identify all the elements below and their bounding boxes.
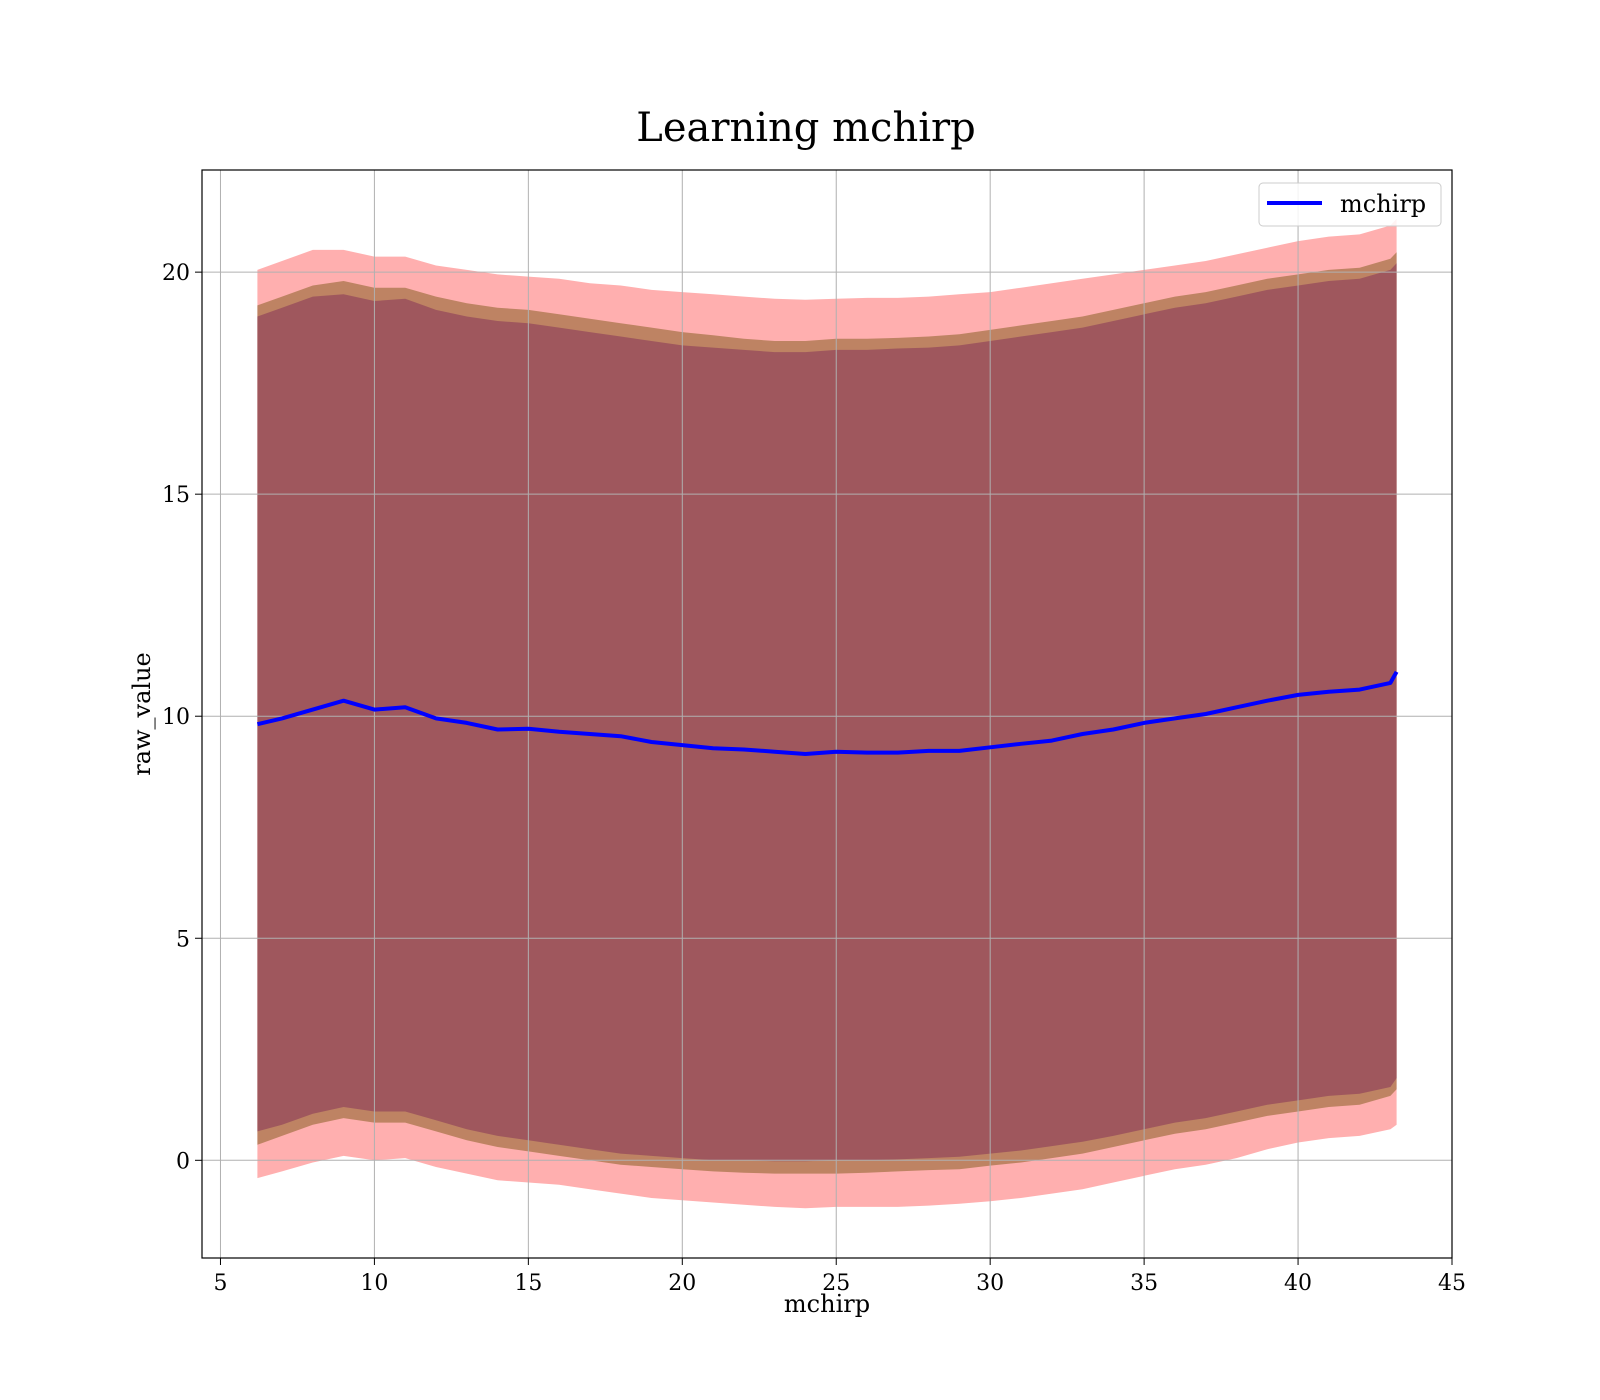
y-tick-label: 0 — [176, 1149, 190, 1174]
x-tick-label: 15 — [514, 1271, 542, 1296]
band-inner — [257, 263, 1397, 1162]
plot-area — [202, 170, 1453, 1258]
y-tick-label: 20 — [162, 261, 190, 286]
y-tick-label: 5 — [176, 927, 190, 952]
x-tick-label: 45 — [1438, 1271, 1466, 1296]
legend-entry-mchirp: mchirp — [1340, 190, 1426, 218]
x-tick-label: 10 — [360, 1271, 388, 1296]
chart-title: Learning mchirp — [636, 105, 975, 151]
y-tick-label: 15 — [162, 483, 190, 508]
y-axis-label: raw_value — [128, 652, 156, 776]
x-tick-label: 20 — [668, 1271, 696, 1296]
y-tick-label: 10 — [162, 705, 190, 730]
plot-frame — [201, 169, 1453, 1259]
x-tick-label: 25 — [822, 1271, 850, 1296]
legend-box — [1258, 182, 1442, 227]
x-tick-label: 35 — [1130, 1271, 1158, 1296]
x-tick-label: 40 — [1284, 1271, 1312, 1296]
legend: mchirp — [1258, 182, 1442, 227]
axis-ticks: 5 10 15 20 25 30 35 40 45 0 5 10 15 20 — [162, 261, 1466, 1296]
x-tick-label: 30 — [976, 1271, 1004, 1296]
series-line-mchirp — [256, 670, 1399, 756]
x-axis-label: mchirp — [784, 1290, 870, 1318]
x-tick-label: 5 — [213, 1271, 227, 1296]
